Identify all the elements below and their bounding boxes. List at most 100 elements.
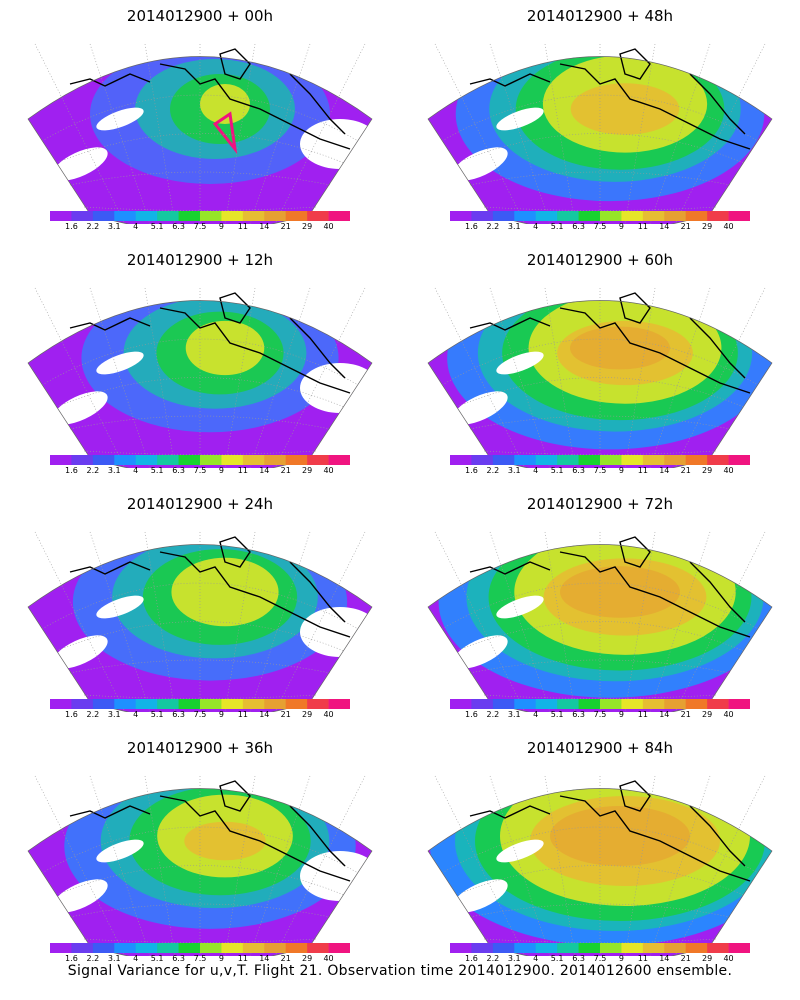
colorbar-swatch xyxy=(707,699,729,709)
colorbar-swatch xyxy=(664,943,687,953)
colorbar-tick-label: 3.1 xyxy=(107,222,121,231)
colorbar-swatch xyxy=(728,211,750,221)
colorbar-swatch xyxy=(50,455,72,465)
colorbar-swatch xyxy=(557,699,579,709)
colorbar-tick-label: 2.2 xyxy=(486,222,500,231)
panel-title: 2014012900 + 24h xyxy=(126,495,274,513)
colorbar-tick-label: 29 xyxy=(702,222,713,231)
colorbar-swatch xyxy=(535,943,558,953)
colorbar-tick-label: 9 xyxy=(618,710,624,719)
colorbar-tick-label: 29 xyxy=(702,710,713,719)
colorbar-swatch xyxy=(264,943,287,953)
colorbar-tick-label: 5.1 xyxy=(150,466,164,475)
colorbar-swatch xyxy=(221,699,244,709)
colorbar-tick-label: 29 xyxy=(702,954,713,963)
colorbar-tick-label: 14 xyxy=(259,222,270,231)
colorbar-tick-label: 40 xyxy=(723,466,734,475)
colorbar-swatch xyxy=(200,211,222,221)
colorbar-tick-label: 14 xyxy=(259,954,270,963)
map-panel: 2014012900 + 00h 1.6 2.2 3.1 4 5.1 6.3 7.5 9 11 14… xyxy=(10,6,390,246)
colorbar-tick-label: 2.2 xyxy=(486,710,500,719)
panel-title: 2014012900 + 72h xyxy=(526,495,674,513)
colorbar-swatch xyxy=(114,211,137,221)
colorbar-swatch xyxy=(114,943,137,953)
colorbar-tick-label: 2.2 xyxy=(486,466,500,475)
colorbar-swatch xyxy=(471,455,494,465)
colorbar-tick-label: 40 xyxy=(323,466,334,475)
colorbar-tick-label: 11 xyxy=(637,710,648,719)
colorbar-tick-label: 6.3 xyxy=(572,466,585,475)
colorbar-tick-label: 6.3 xyxy=(572,222,585,231)
colorbar-tick-label: 2.2 xyxy=(486,954,500,963)
colorbar-swatch xyxy=(621,455,644,465)
colorbar-swatch xyxy=(200,943,222,953)
colorbar-tick-label: 40 xyxy=(723,222,734,231)
colorbar-swatch xyxy=(535,699,558,709)
colorbar-swatch xyxy=(492,211,515,221)
colorbar xyxy=(450,211,750,221)
colorbar xyxy=(450,699,750,709)
colorbar-swatch xyxy=(135,211,158,221)
colorbar-tick-label: 4 xyxy=(533,954,539,963)
colorbar-swatch xyxy=(707,943,729,953)
colorbar-swatch xyxy=(200,455,222,465)
colorbar-tick-label: 6.3 xyxy=(172,466,185,475)
variance-map xyxy=(427,287,773,468)
colorbar-swatch xyxy=(71,699,94,709)
colorbar-tick-label: 1.6 xyxy=(65,222,78,231)
colorbar-swatch xyxy=(728,455,750,465)
colorbar-swatch xyxy=(450,455,472,465)
colorbar-tick-label: 9 xyxy=(218,466,224,475)
colorbar-tick-label: 7.5 xyxy=(193,710,207,719)
colorbar-tick-label: 4 xyxy=(133,466,139,475)
colorbar xyxy=(50,943,350,953)
panel-title: 2014012900 + 00h xyxy=(126,7,274,25)
colorbar-swatch xyxy=(178,211,201,221)
colorbar-tick-label: 21 xyxy=(680,466,691,475)
colorbar-swatch xyxy=(621,211,644,221)
colorbar-swatch xyxy=(471,211,494,221)
colorbar-swatch xyxy=(328,211,350,221)
map-panel: 2014012900 + 48h 1.6 2.2 3.1 4 5.1 6.3 7.5 9 11 14… xyxy=(410,6,790,246)
colorbar-swatch xyxy=(471,943,494,953)
colorbar-tick-label: 14 xyxy=(659,710,670,719)
colorbar-tick-label: 1.6 xyxy=(65,466,78,475)
colorbar-tick-label: 6.3 xyxy=(572,710,585,719)
map-panel: 2014012900 + 12h 1.6 2.2 3.1 4 5.1 6.3 7.5 9 11 14… xyxy=(10,250,390,490)
colorbar-tick-label: 7.5 xyxy=(193,466,207,475)
colorbar-swatch xyxy=(307,943,329,953)
colorbar-swatch xyxy=(157,455,179,465)
colorbar xyxy=(450,455,750,465)
colorbar-swatch xyxy=(178,699,201,709)
colorbar-tick-label: 4 xyxy=(133,222,139,231)
colorbar-swatch xyxy=(157,211,179,221)
colorbar-tick-label: 11 xyxy=(237,466,248,475)
colorbar-swatch xyxy=(50,211,72,221)
colorbar-swatch xyxy=(92,211,115,221)
colorbar-swatch xyxy=(264,455,287,465)
colorbar-swatch xyxy=(71,211,94,221)
colorbar-tick-label: 1.6 xyxy=(465,466,478,475)
colorbar-tick-label: 11 xyxy=(637,466,648,475)
colorbar-swatch xyxy=(514,455,537,465)
colorbar-swatch xyxy=(685,943,708,953)
colorbar-tick-label: 1.6 xyxy=(465,222,478,231)
colorbar-swatch xyxy=(242,943,265,953)
colorbar-swatch xyxy=(307,455,329,465)
colorbar-tick-label: 3.1 xyxy=(107,466,121,475)
colorbar-swatch xyxy=(157,699,179,709)
colorbar-tick-label: 7.5 xyxy=(593,954,607,963)
colorbar-tick-label: 5.1 xyxy=(550,954,564,963)
colorbar-tick-label: 2.2 xyxy=(86,710,100,719)
colorbar-tick-label: 4 xyxy=(533,710,539,719)
colorbar-swatch xyxy=(578,699,601,709)
colorbar-tick-label: 9 xyxy=(618,222,624,231)
colorbar-tick-label: 14 xyxy=(259,710,270,719)
colorbar-swatch xyxy=(285,211,308,221)
colorbar-tick-label: 4 xyxy=(533,222,539,231)
colorbar-tick-label: 3.1 xyxy=(507,710,521,719)
colorbar-swatch xyxy=(535,455,558,465)
colorbar-swatch xyxy=(471,699,494,709)
colorbar-swatch xyxy=(578,943,601,953)
colorbar-tick-label: 29 xyxy=(302,222,313,231)
